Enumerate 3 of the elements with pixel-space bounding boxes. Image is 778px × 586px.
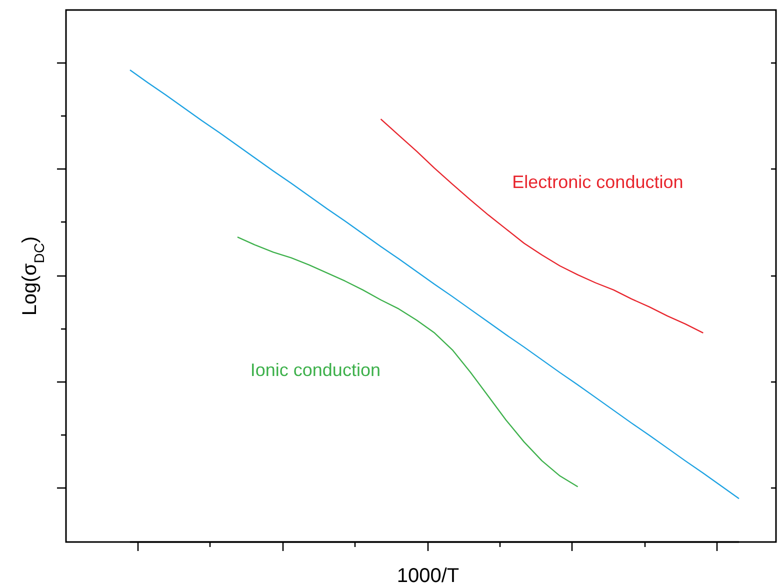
x-axis-title: 1000/T: [396, 565, 460, 586]
text: Ionic conduction: [250, 360, 380, 380]
series-label: Electronic conduction: [512, 172, 684, 192]
